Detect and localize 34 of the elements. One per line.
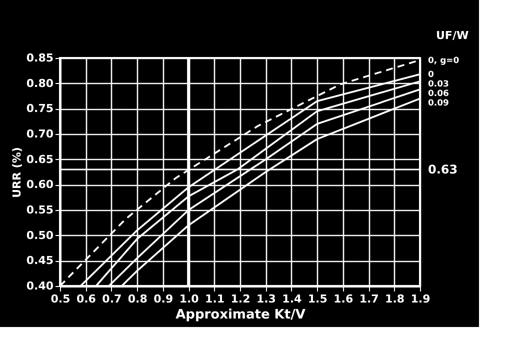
series-label: 0	[428, 70, 434, 80]
y-tick-label: 0.85	[26, 52, 54, 64]
x-tick-label: 1.3	[256, 292, 276, 306]
x-tick-label: 1.0	[179, 292, 200, 306]
x-tick-label: 1.2	[230, 292, 250, 306]
x-tick-label: 1.7	[359, 292, 379, 306]
y-tick-label: 0.70	[26, 128, 54, 140]
y-tick-label: 0.40	[26, 280, 54, 292]
legend-title: UF/W	[436, 29, 469, 42]
y-tick-label: 0.45	[26, 254, 54, 268]
y-tick-label: 0.65	[26, 152, 54, 166]
y-tick-label: 0.60	[26, 178, 54, 192]
x-axis-title: Approximate Kt/V	[176, 308, 306, 322]
y-tick-label: 0.50	[26, 228, 54, 242]
x-tick-label: 1.6	[334, 292, 354, 306]
series-label: 0.03	[428, 80, 450, 90]
series-label: 0.09	[428, 98, 450, 109]
x-tick-label: 1.1	[205, 292, 225, 306]
x-tick-label: 0.7	[102, 292, 122, 306]
x-tick-label: 0.9	[154, 292, 174, 306]
x-tick-label: 1.5	[308, 292, 328, 306]
x-tick-label: 0.8	[128, 292, 148, 306]
ref-line-label: 0.63	[428, 162, 458, 176]
series-label: 0, g=0	[428, 56, 460, 66]
y-tick-label: 0.55	[26, 204, 54, 216]
y-tick-label: 0.80	[26, 76, 54, 90]
y-tick-label: 0.75	[26, 102, 54, 116]
x-tick-label: 0.6	[76, 292, 96, 306]
y-axis-title: URR (%)	[10, 147, 24, 198]
series-label: 0.06	[428, 89, 450, 100]
x-tick-label: 1.8	[385, 292, 405, 306]
x-tick-label: 1.4	[282, 292, 302, 306]
x-tick-label: 0.5	[50, 292, 70, 306]
x-tick-label: 1.9	[410, 292, 430, 306]
